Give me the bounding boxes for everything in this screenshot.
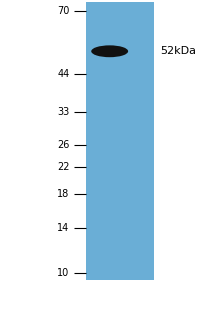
Text: 14: 14 [57, 223, 69, 233]
Text: 26: 26 [57, 139, 69, 149]
Ellipse shape [91, 45, 128, 57]
Text: 10: 10 [57, 268, 69, 278]
Text: 18: 18 [57, 189, 69, 199]
Text: 22: 22 [57, 162, 69, 172]
Text: 70: 70 [57, 6, 69, 16]
Text: 33: 33 [57, 107, 69, 117]
Text: 44: 44 [57, 69, 69, 79]
Bar [86, 2, 153, 280]
Text: 52kDa: 52kDa [159, 46, 195, 56]
